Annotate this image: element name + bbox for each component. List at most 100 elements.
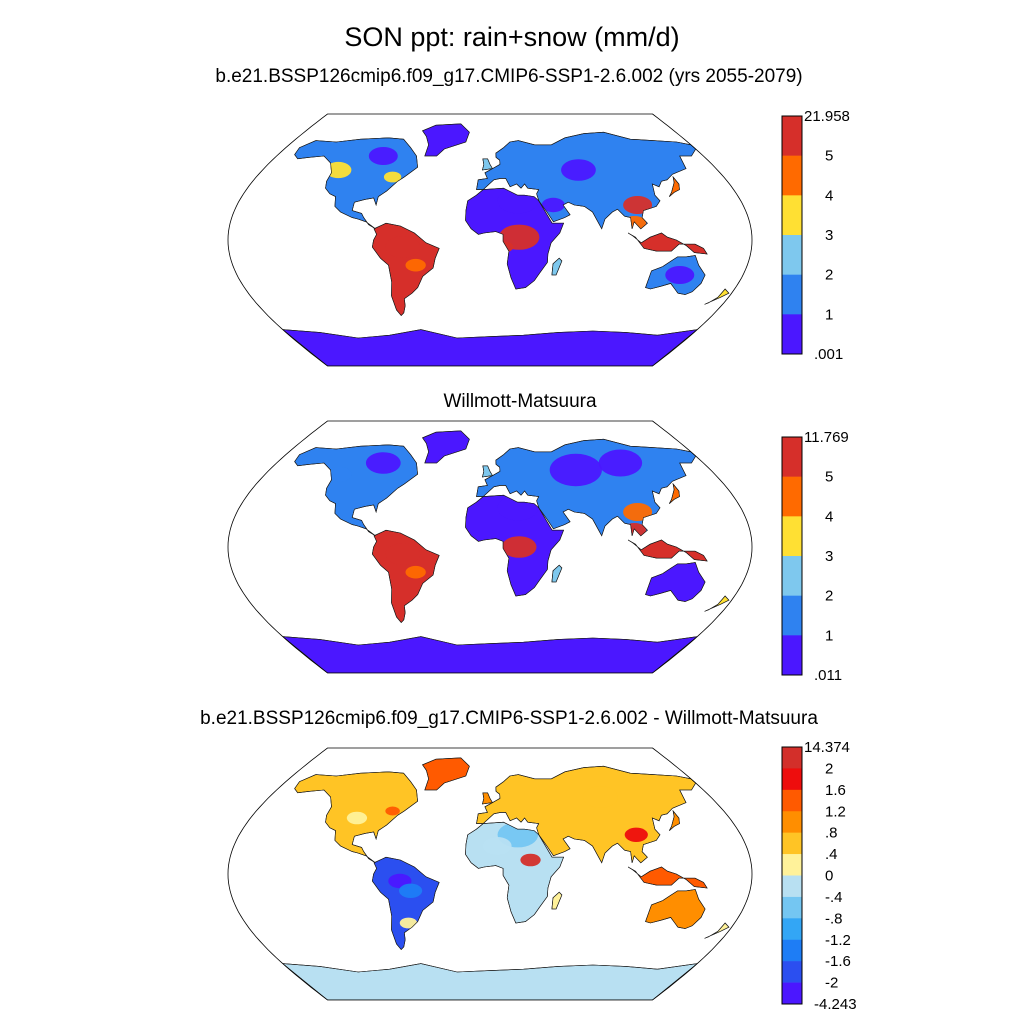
colorbar-swatch bbox=[782, 982, 802, 1005]
colorbar-swatch bbox=[782, 789, 802, 812]
coastline bbox=[551, 891, 563, 910]
colorbar-swatch bbox=[782, 476, 802, 517]
colorbar-swatch bbox=[782, 747, 802, 769]
colorbar-swatch bbox=[782, 195, 802, 236]
precip-region bbox=[385, 543, 421, 565]
colorbar-swatch bbox=[782, 832, 802, 855]
coastline bbox=[422, 757, 470, 791]
coastline bbox=[281, 963, 699, 1000]
land-antarctica bbox=[281, 963, 699, 1000]
colorbar-label: -1.6 bbox=[825, 953, 851, 970]
land-greenland bbox=[422, 430, 470, 464]
coastline bbox=[627, 539, 708, 562]
coastline bbox=[422, 123, 470, 157]
colorbar-frame bbox=[781, 436, 803, 676]
coastline bbox=[476, 765, 697, 864]
panel-1-map bbox=[227, 113, 753, 367]
coastline bbox=[645, 255, 706, 295]
map-frame bbox=[227, 420, 753, 674]
land-newzealand bbox=[704, 922, 730, 939]
precip-region bbox=[427, 271, 440, 279]
colorbar-label: -.4 bbox=[825, 889, 843, 906]
land-namerica bbox=[294, 444, 418, 537]
coastline bbox=[627, 232, 708, 255]
colorbar-swatch bbox=[782, 235, 802, 275]
colorbar-swatch bbox=[782, 768, 802, 791]
coastline bbox=[476, 438, 697, 537]
colorbar-swatch bbox=[782, 437, 802, 477]
colorbar-label: -.8 bbox=[825, 910, 843, 927]
precip-region bbox=[497, 188, 539, 214]
colorbar-swatch bbox=[782, 274, 802, 315]
land-antarctica bbox=[281, 329, 699, 366]
colorbar-label: 1 bbox=[825, 627, 833, 644]
panel-3-map bbox=[227, 747, 753, 1001]
colorbar-label: .4 bbox=[825, 846, 838, 863]
panel-3-title: b.e21.BSSP126cmip6.f09_g17.CMIP6-SSP1-2.… bbox=[200, 708, 818, 729]
panel-2-map bbox=[227, 420, 753, 674]
colorbar-swatch bbox=[782, 595, 802, 636]
precip-region bbox=[346, 811, 368, 825]
colorbar-swatch bbox=[782, 918, 802, 941]
colorbar-swatch bbox=[782, 875, 802, 898]
colorbar-label: 2 bbox=[825, 760, 833, 777]
coastline bbox=[465, 494, 565, 597]
panel-1-colorbar: 21.958 5 4 3 2 1 .001 bbox=[781, 108, 850, 363]
colorbar-label: 2 bbox=[825, 588, 833, 605]
land-samerica bbox=[371, 856, 440, 951]
colorbar-swatch bbox=[782, 854, 802, 876]
colorbar-swatch bbox=[782, 811, 802, 833]
colorbar-label: 1.2 bbox=[825, 803, 846, 820]
precip-region bbox=[561, 159, 596, 181]
panel-3-colorbar: 14.374 2 1.6 1.2 .8 .4 0 -.4 -.8 -1.2 -1.6 -2 -4.243 bbox=[781, 739, 857, 1013]
map-frame bbox=[227, 113, 753, 367]
coastline bbox=[422, 430, 470, 464]
colorbar-label: 2 bbox=[825, 267, 833, 284]
colorbar-label: 3 bbox=[825, 548, 833, 565]
colorbar-swatch bbox=[782, 939, 802, 962]
coastline bbox=[551, 564, 563, 583]
precip-region bbox=[385, 806, 400, 816]
coastline bbox=[645, 562, 706, 602]
precip-region bbox=[598, 449, 643, 477]
colorbar-swatch bbox=[782, 896, 802, 919]
precip-region bbox=[365, 452, 401, 474]
colorbar-frame bbox=[781, 746, 803, 1005]
panel-2-title: Willmott-Matsuura bbox=[443, 391, 597, 412]
colorbar-label: 4 bbox=[825, 187, 833, 204]
coastline bbox=[281, 329, 699, 366]
coastline bbox=[645, 889, 706, 929]
colorbar-label: 5 bbox=[825, 469, 833, 486]
coastline bbox=[294, 771, 418, 864]
panel-1-title: b.e21.BSSP126cmip6.f09_g17.CMIP6-SSP1-2.… bbox=[215, 66, 803, 87]
colorbar-swatch bbox=[782, 961, 802, 983]
main-title: SON ppt: rain+snow (mm/d) bbox=[344, 22, 680, 52]
precip-region bbox=[385, 236, 421, 258]
coastline bbox=[704, 595, 730, 612]
colorbar-swatch bbox=[782, 155, 802, 196]
colorbar-label: 1 bbox=[825, 306, 833, 323]
coastline bbox=[669, 809, 680, 831]
precip-region bbox=[665, 266, 695, 284]
precip-region bbox=[582, 786, 618, 808]
precip-region bbox=[328, 467, 352, 482]
precip-region bbox=[399, 917, 418, 929]
map-frame bbox=[227, 747, 753, 1001]
precip-region bbox=[668, 901, 692, 917]
precip-region bbox=[497, 495, 539, 521]
colorbar-label: 1.6 bbox=[825, 782, 846, 799]
colorbar-swatch bbox=[782, 635, 802, 676]
land-newzealand bbox=[704, 595, 730, 612]
colorbar-label: 3 bbox=[825, 227, 833, 244]
land-antarctica bbox=[281, 636, 699, 673]
land-australia bbox=[645, 562, 706, 602]
coastline bbox=[669, 175, 680, 197]
precip-region bbox=[549, 453, 602, 487]
coastline bbox=[465, 821, 565, 924]
colorbar-label: -4.243 bbox=[814, 996, 857, 1013]
precip-region bbox=[368, 147, 398, 165]
precip-region bbox=[501, 536, 537, 558]
land-greenland bbox=[422, 123, 470, 157]
panel-2-colorbar: 11.769 5 4 3 2 1 .011 bbox=[781, 429, 849, 684]
coastline bbox=[482, 158, 493, 171]
